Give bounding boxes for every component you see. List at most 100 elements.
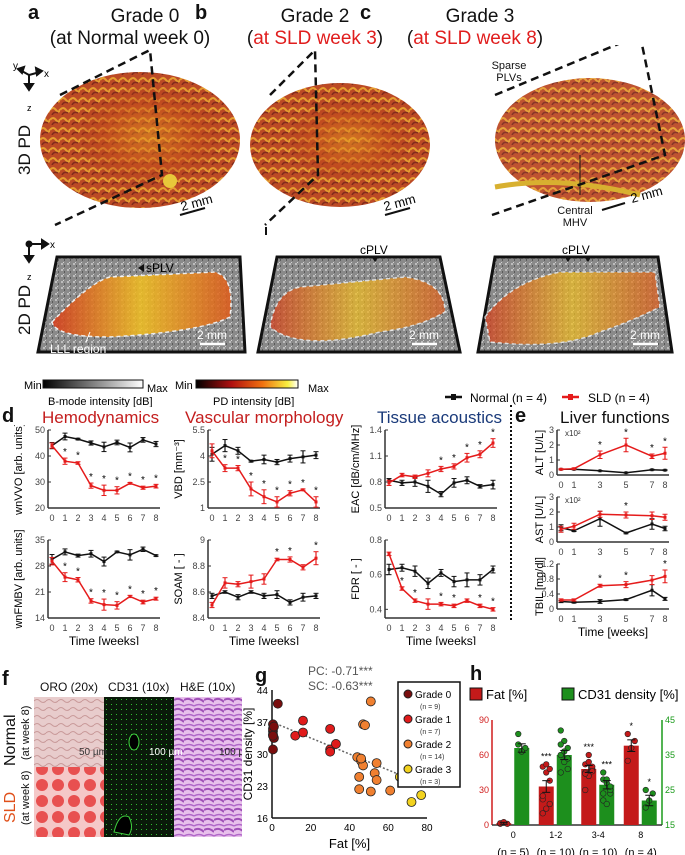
significance-star: *** xyxy=(541,751,552,761)
x-tick-label: 60 xyxy=(383,823,395,834)
y-axis-label: VBD [mm⁻³] xyxy=(173,439,185,499)
panel-c-label: c xyxy=(360,2,372,24)
he-normal-image xyxy=(174,697,242,767)
legend-sld-text: SLD (n = 4) xyxy=(588,391,650,405)
data-point xyxy=(572,600,576,604)
data-point xyxy=(478,604,482,608)
significance-star: * xyxy=(89,472,93,483)
bmode-colorbar xyxy=(42,379,144,389)
paren: ( xyxy=(246,28,254,49)
axis-x-label: x xyxy=(44,69,49,80)
data-point xyxy=(314,453,318,457)
x-axis-label: Fat [%] xyxy=(329,836,370,851)
x-tick-label: 1 xyxy=(571,547,576,557)
x-tick-label: 0 xyxy=(558,480,563,490)
y-tick-label: 2 xyxy=(549,507,554,517)
tissue-acoustics-title: Tissue acoustics xyxy=(377,408,503,427)
oro-normal-image xyxy=(34,697,104,767)
significance-star: *** xyxy=(583,742,594,752)
data-point xyxy=(624,513,628,517)
subtitle-text: at SLD week 3 xyxy=(253,28,377,49)
data-point xyxy=(400,481,404,485)
significance-star: * xyxy=(115,591,119,602)
data-point xyxy=(89,441,93,445)
data-point xyxy=(413,599,417,603)
scale-bar-label: 2 mm xyxy=(630,328,660,342)
x-axis-label: Time [weeks] xyxy=(406,634,476,645)
x-tick-label: 4 xyxy=(261,623,266,633)
data-point xyxy=(76,461,80,465)
data-point xyxy=(598,584,602,588)
x-tick-label: 2 xyxy=(412,513,417,523)
significance-star: * xyxy=(663,436,667,447)
oro-sld-image xyxy=(34,767,104,837)
data-point xyxy=(275,558,279,561)
x-tick-label: 6 xyxy=(127,513,132,523)
data-point xyxy=(301,565,305,569)
data-point xyxy=(115,603,119,607)
bar-point xyxy=(589,768,596,775)
data-point xyxy=(663,451,667,455)
data-point xyxy=(650,454,654,458)
x-tick-label: 3 xyxy=(88,623,93,633)
scale-bar-label: 2 mm xyxy=(197,328,227,342)
data-point xyxy=(650,468,654,472)
y-tick-label: 0.8 xyxy=(369,535,382,545)
scatter-point xyxy=(406,797,417,807)
bar-cd31 xyxy=(556,755,572,825)
x-tick-label: 6 xyxy=(287,513,292,523)
y-axis-label: TBIL [mg/dl] xyxy=(534,557,546,616)
bmode-label: B-mode intensity [dB] xyxy=(48,396,153,407)
bar-point xyxy=(564,765,571,773)
significance-star: * xyxy=(141,589,145,600)
axis-y-label: y xyxy=(13,61,18,72)
paren: ( xyxy=(49,28,57,49)
y-tick-label: 20 xyxy=(35,503,45,513)
data-point xyxy=(314,500,318,504)
data-point xyxy=(598,469,602,473)
data-point xyxy=(439,467,443,471)
x-tick-label: 0 xyxy=(209,623,214,633)
significance-star: * xyxy=(400,576,404,587)
significance-star: * xyxy=(288,480,292,491)
y-tick-label: 0.6 xyxy=(369,570,382,580)
bar-point xyxy=(515,730,522,738)
data-point xyxy=(210,594,214,598)
data-point xyxy=(262,495,266,499)
legend-n-label: (n = 9) xyxy=(420,704,440,711)
y-tick-label: 8.8 xyxy=(192,561,205,571)
data-point xyxy=(89,552,93,556)
data-point xyxy=(465,578,469,582)
x-tick-label: 8 xyxy=(490,623,495,633)
cplv-label: cPLV xyxy=(562,243,590,257)
significance-star: * xyxy=(154,586,158,597)
data-point xyxy=(50,559,54,563)
data-point xyxy=(236,595,240,599)
x-tick-label: 3 xyxy=(248,513,253,523)
significance-star: * xyxy=(452,593,456,604)
ultrasound-grade2 xyxy=(256,255,462,354)
data-point xyxy=(154,554,158,558)
data-point xyxy=(400,587,404,591)
x-tick-label: 4 xyxy=(101,623,106,633)
y-tick-label: 37 xyxy=(257,718,269,729)
x-tick-label: 6 xyxy=(127,623,132,633)
scatter-point xyxy=(365,696,376,707)
x-tick-label: 0 xyxy=(386,623,391,633)
series-line-sld xyxy=(560,513,666,530)
subtitle-text: at SLD week 8 xyxy=(413,28,537,49)
significance-star: * xyxy=(275,547,279,558)
legend-normal: Normal (n = 4) xyxy=(445,391,547,405)
data-point xyxy=(249,580,253,584)
line-chart-wnFMBV: 14 21 28 35 0 1 2 3 4 5 6 7 8 Time [weeks] wnFMBV [arb… xyxy=(13,529,160,645)
x-tick-label: 6 xyxy=(464,513,469,523)
data-point xyxy=(478,452,482,456)
x-tick-label: 7 xyxy=(140,623,145,633)
scatter-point xyxy=(354,784,365,795)
x-tick-label: 3 xyxy=(597,480,602,490)
scale-100um: 100 µm xyxy=(149,747,183,758)
